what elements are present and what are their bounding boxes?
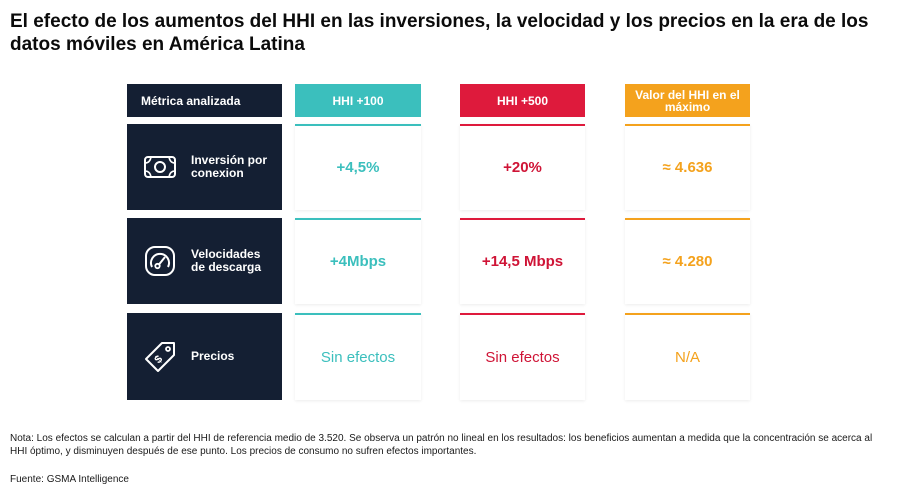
value-cell: Sin efectos bbox=[460, 313, 585, 400]
value-cell: +4Mbps bbox=[295, 218, 421, 304]
header-hhi-500: HHI +500 bbox=[460, 84, 585, 117]
source-credit: Fuente: GSMA Intelligence bbox=[10, 474, 129, 485]
row-label-speed: Velocidades de descarga bbox=[127, 218, 282, 304]
value-cell: +14,5 Mbps bbox=[460, 218, 585, 304]
footnote: Nota: Los efectos se calculan a partir d… bbox=[10, 433, 873, 457]
value-cell: N/A bbox=[625, 313, 750, 400]
svg-text:$: $ bbox=[152, 353, 165, 366]
value-cell: ≈ 4.636 bbox=[625, 124, 750, 210]
page-title: El efecto de los aumentos del HHI en las… bbox=[10, 11, 869, 55]
money-icon bbox=[143, 150, 177, 184]
value-cell: +20% bbox=[460, 124, 585, 210]
value-cell: +4,5% bbox=[295, 124, 421, 210]
value-cell: ≈ 4.280 bbox=[625, 218, 750, 304]
header-hhi-max: Valor del HHI en el máximo bbox=[625, 84, 750, 117]
results-table: Métrica analizada HHI +100 HHI +500 Valo… bbox=[127, 84, 750, 400]
row-label-investment: Inversión por conexion bbox=[127, 124, 282, 210]
row-label-text: Precios bbox=[191, 349, 235, 363]
header-metric: Métrica analizada bbox=[127, 84, 282, 117]
row-label-prices: $ Precios bbox=[127, 313, 282, 400]
speedometer-icon bbox=[143, 244, 177, 278]
row-label-text: Inversión por conexion bbox=[191, 153, 268, 180]
row-label-text: Velocidades de descarga bbox=[191, 247, 262, 274]
value-cell: Sin efectos bbox=[295, 313, 421, 400]
header-hhi-100: HHI +100 bbox=[295, 84, 421, 117]
price-tag-icon: $ bbox=[143, 340, 177, 374]
